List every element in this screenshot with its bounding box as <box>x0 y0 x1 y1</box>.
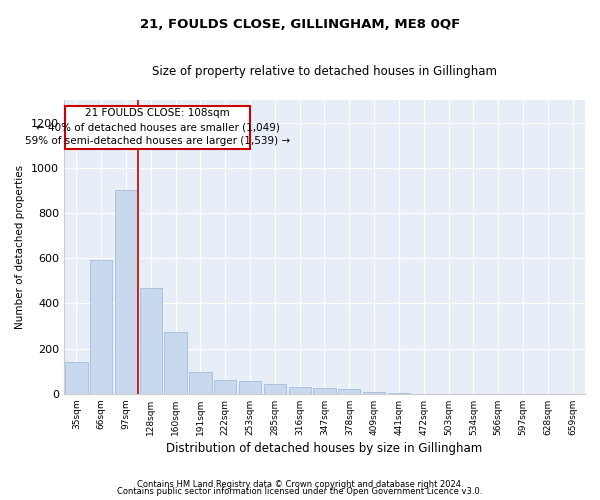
Bar <box>338 390 361 394</box>
Y-axis label: Number of detached properties: Number of detached properties <box>16 165 25 329</box>
Bar <box>115 190 137 394</box>
Bar <box>388 393 410 394</box>
Bar <box>264 384 286 394</box>
Bar <box>289 387 311 394</box>
Bar <box>65 362 88 394</box>
Bar <box>164 332 187 394</box>
Bar <box>363 392 385 394</box>
Bar <box>90 260 112 394</box>
Text: 21, FOULDS CLOSE, GILLINGHAM, ME8 0QF: 21, FOULDS CLOSE, GILLINGHAM, ME8 0QF <box>140 18 460 30</box>
Text: Contains public sector information licensed under the Open Government Licence v3: Contains public sector information licen… <box>118 488 482 496</box>
Text: 21 FOULDS CLOSE: 108sqm
← 40% of detached houses are smaller (1,049)
59% of semi: 21 FOULDS CLOSE: 108sqm ← 40% of detache… <box>25 108 290 146</box>
Bar <box>214 380 236 394</box>
Bar <box>313 388 335 394</box>
Text: Contains HM Land Registry data © Crown copyright and database right 2024.: Contains HM Land Registry data © Crown c… <box>137 480 463 489</box>
Bar <box>65 106 250 148</box>
X-axis label: Distribution of detached houses by size in Gillingham: Distribution of detached houses by size … <box>166 442 482 455</box>
Bar <box>140 288 162 394</box>
Bar <box>239 382 261 394</box>
Bar <box>189 372 212 394</box>
Title: Size of property relative to detached houses in Gillingham: Size of property relative to detached ho… <box>152 65 497 78</box>
